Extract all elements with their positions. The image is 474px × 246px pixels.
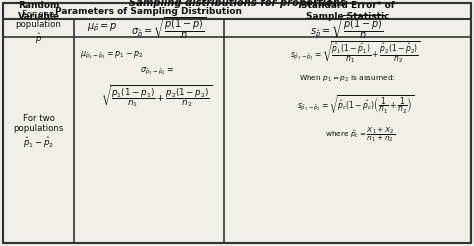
Text: For one
population
$\hat{p}$: For one population $\hat{p}$ xyxy=(16,10,62,46)
Text: $\sqrt{\dfrac{p_1(1-p_1)}{n_1} + \dfrac{p_2(1-p_2)}{n_2}}$: $\sqrt{\dfrac{p_1(1-p_1)}{n_1} + \dfrac{… xyxy=(101,84,213,110)
Text: $\mu_{\hat{p}_1-\hat{p}_2} = p_1 - p_2$: $\mu_{\hat{p}_1-\hat{p}_2} = p_1 - p_2$ xyxy=(80,49,144,61)
Text: For two
populations
$\hat{p}_1 - \hat{p}_2$: For two populations $\hat{p}_1 - \hat{p}… xyxy=(13,114,64,150)
Text: $\sigma_{\hat{p}} = \sqrt{\dfrac{p(1-p)}{n}}$: $\sigma_{\hat{p}} = \sqrt{\dfrac{p(1-p)}… xyxy=(131,15,207,41)
Text: $s_{\hat{p}} = \sqrt{\dfrac{\hat{p}(1-\hat{p})}{n}}$: $s_{\hat{p}} = \sqrt{\dfrac{\hat{p}(1-\h… xyxy=(310,14,385,42)
Text: $s_{\hat{p}_1-\hat{p}_2} = \sqrt{\dfrac{\hat{p}_1(1-\hat{p}_1)}{n_1} + \dfrac{\h: $s_{\hat{p}_1-\hat{p}_2} = \sqrt{\dfrac{… xyxy=(290,40,421,66)
Text: $\mu_{\hat{p}} = p$: $\mu_{\hat{p}} = p$ xyxy=(87,22,118,34)
Text: Parameters of Sampling Distribution: Parameters of Sampling Distribution xyxy=(55,6,243,15)
Text: where $\hat{p}_c = \dfrac{X_1 + X_2}{n_1 + n_2}$: where $\hat{p}_c = \dfrac{X_1 + X_2}{n_1… xyxy=(326,126,396,144)
Text: $s_{\hat{p}_1-\hat{p}_2} = \sqrt{\hat{p}_c(1-\hat{p}_c)\left(\dfrac{1}{n_1}+\dfr: $s_{\hat{p}_1-\hat{p}_2} = \sqrt{\hat{p}… xyxy=(297,94,414,116)
Text: When $p_1 = p_2$ is assumed:: When $p_1 = p_2$ is assumed: xyxy=(299,74,396,84)
Text: Sampling distributions for proportions: Sampling distributions for proportions xyxy=(128,0,346,8)
Text: Random
Variable: Random Variable xyxy=(18,1,60,21)
Text: Standard Error* of
Sample Statistic: Standard Error* of Sample Statistic xyxy=(301,1,394,21)
Text: $\sigma_{\hat{p}_1-\hat{p}_2} =$: $\sigma_{\hat{p}_1-\hat{p}_2} =$ xyxy=(140,65,174,77)
